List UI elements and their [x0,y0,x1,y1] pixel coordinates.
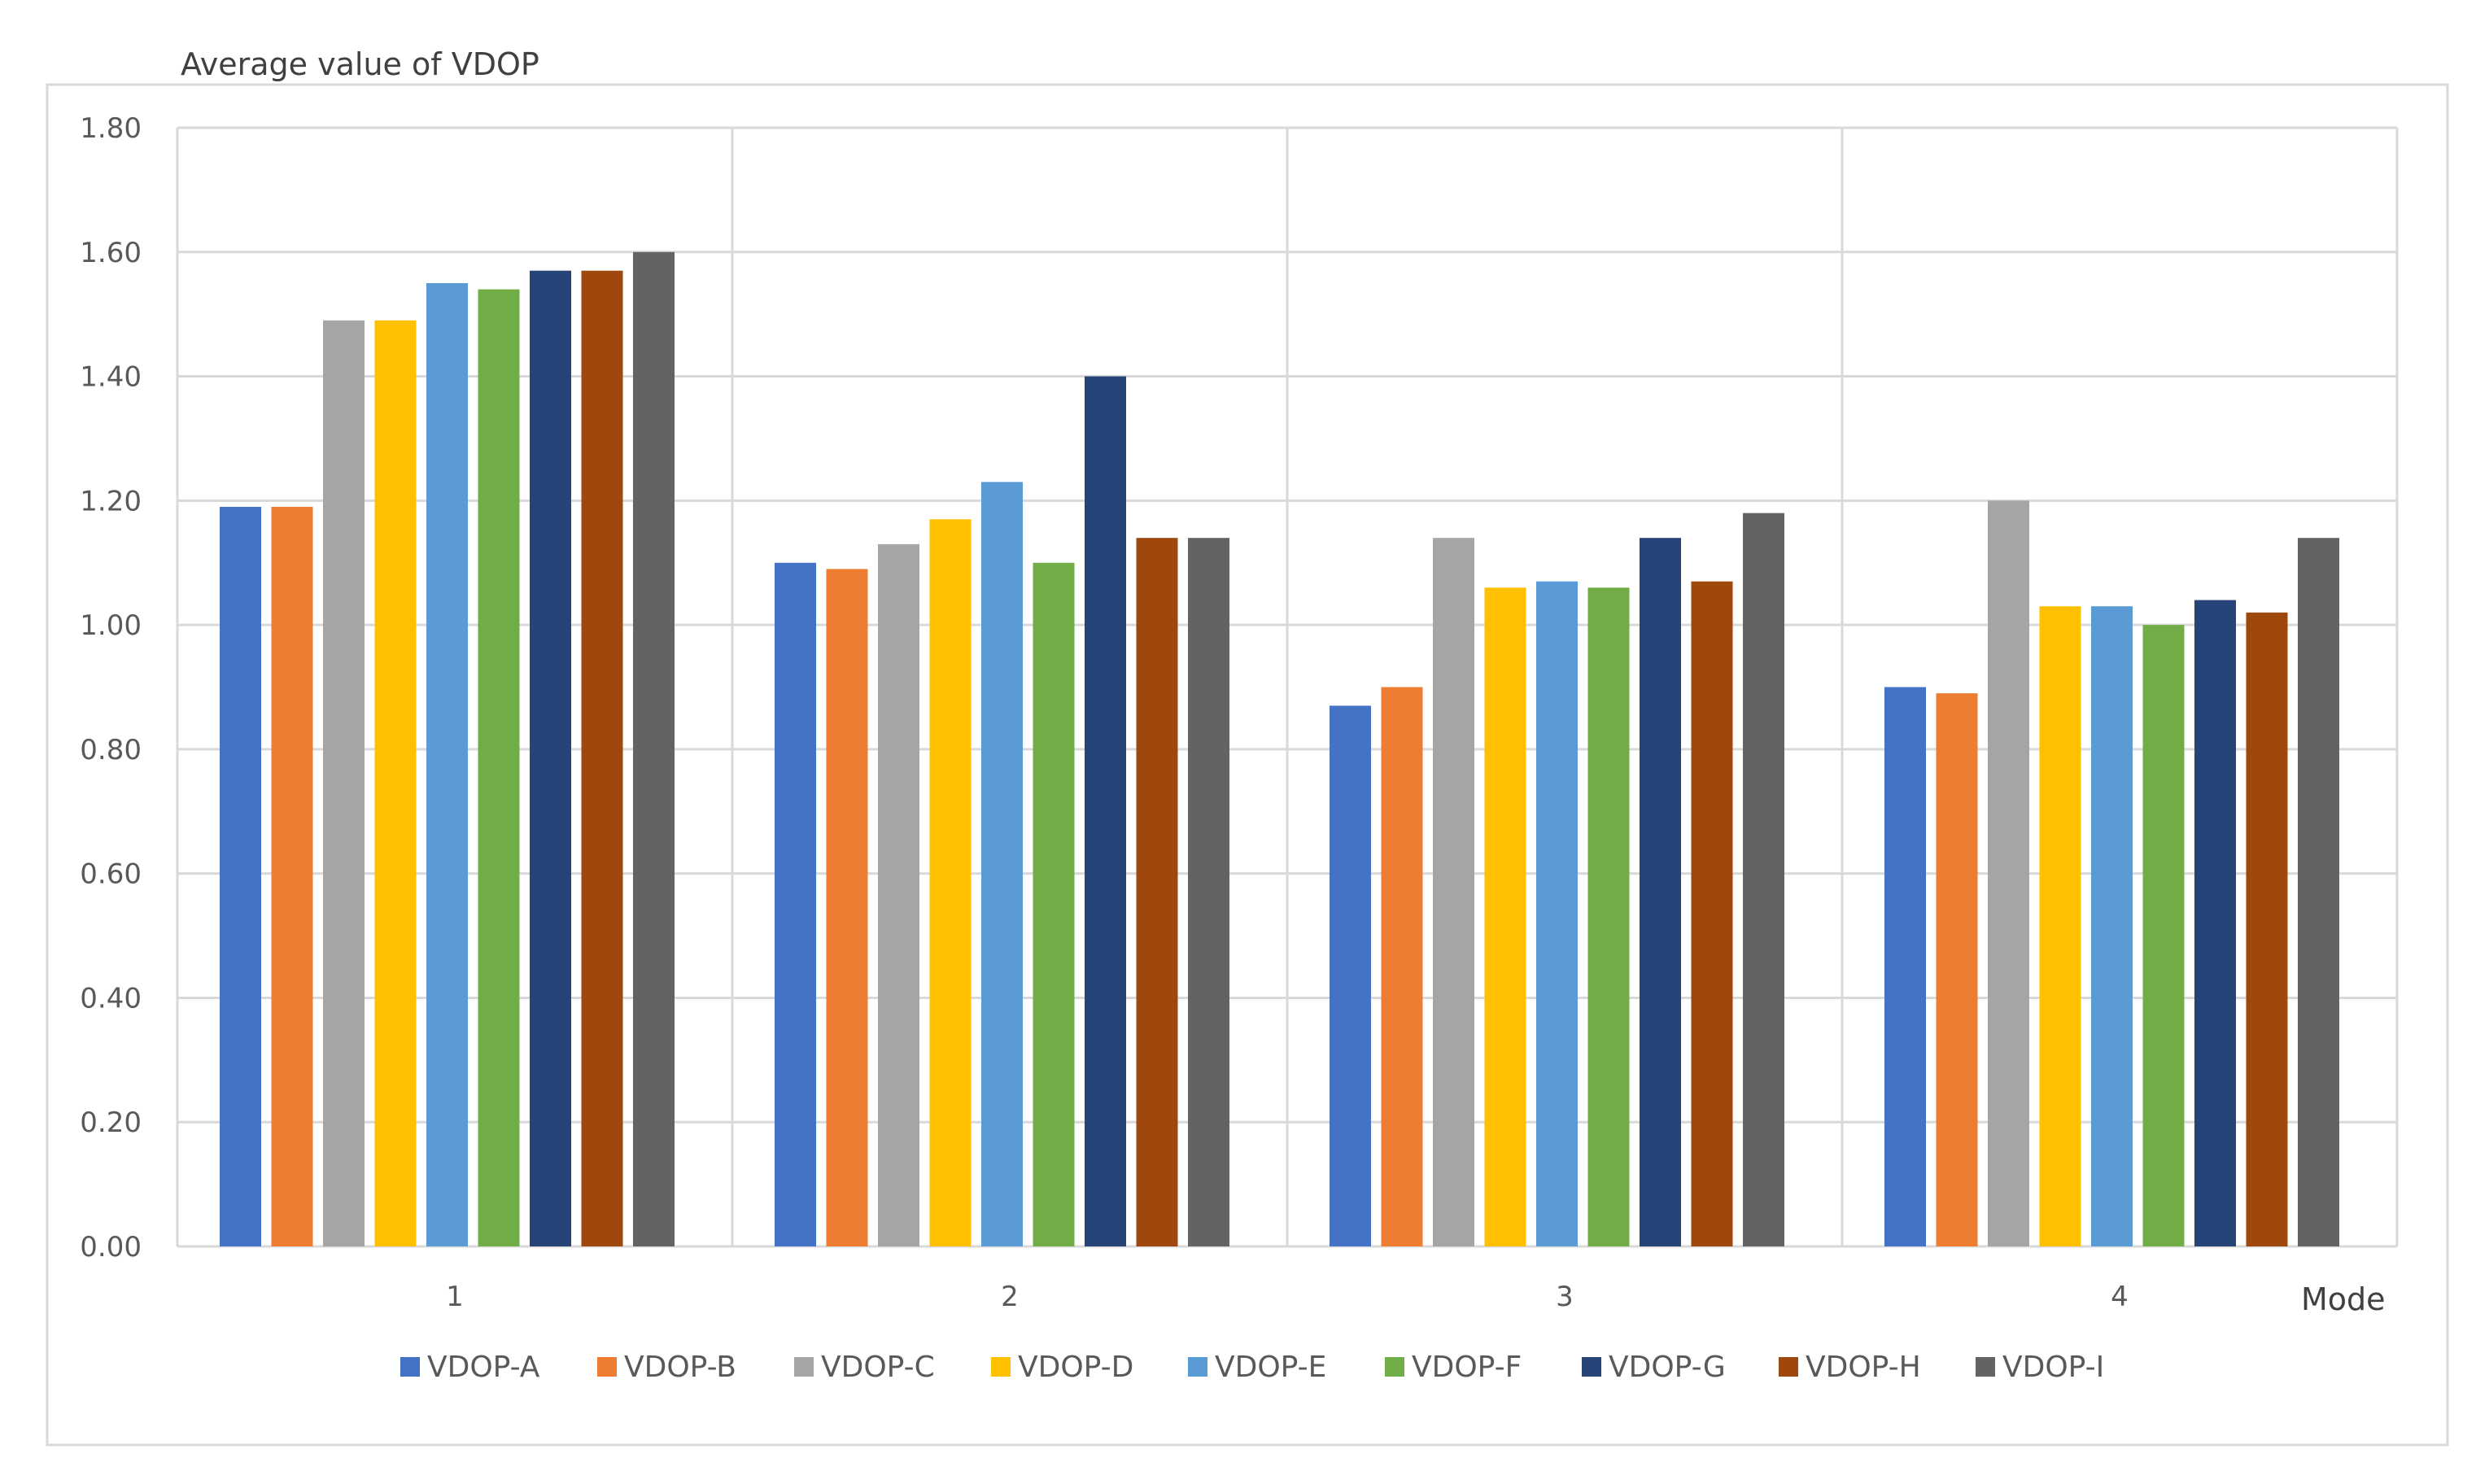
legend-label-vdop-d: VDOP-D [1018,1351,1133,1384]
y-tick-label: 1.60 [80,237,142,269]
y-tick-label: 0.20 [80,1106,142,1139]
bar-vdop-c-mode-2 [878,543,919,1246]
legend-swatch-vdop-c [794,1357,814,1377]
bar-vdop-e-mode-3 [1536,581,1578,1246]
bar-vdop-a-mode-4 [1884,687,1926,1246]
y-tick-label: 0.60 [80,858,142,891]
bar-vdop-i-mode-3 [1743,513,1784,1246]
bar-vdop-g-mode-3 [1640,538,1681,1246]
x-axis-title: Mode [2301,1281,2386,1317]
y-axis-ticks: 0.00 0.20 0.40 0.60 0.80 1.00 1.20 1.40 1.60 1.80 [80,112,142,1264]
legend-swatch-vdop-b [597,1357,617,1377]
legend-label-vdop-a: VDOP-A [427,1351,540,1384]
legend-swatch-vdop-a [400,1357,420,1377]
y-tick-label: 1.80 [80,112,142,145]
bar-vdop-e-mode-2 [981,482,1023,1246]
bar-vdop-d-mode-1 [374,320,417,1246]
bar-vdop-b-mode-3 [1381,687,1423,1246]
bar-vdop-d-mode-3 [1484,587,1526,1246]
legend-label-vdop-c: VDOP-C [821,1351,935,1384]
bar-vdop-g-mode-4 [2194,600,2236,1246]
y-tick-label: 1.00 [80,609,142,642]
bar-vdop-c-mode-3 [1433,538,1474,1246]
y-tick-label: 0.40 [80,982,142,1015]
bar-vdop-c-mode-4 [1988,500,2029,1246]
legend-swatch-vdop-g [1582,1357,1601,1377]
legend-swatch-vdop-e [1188,1357,1207,1377]
bar-vdop-b-mode-2 [826,569,868,1246]
bar-vdop-e-mode-4 [2091,606,2133,1246]
bar-vdop-h-mode-1 [581,270,623,1246]
legend-label-vdop-i: VDOP-I [2002,1351,2104,1384]
bar-vdop-d-mode-4 [2039,606,2081,1246]
bar-vdop-c-mode-1 [323,320,365,1246]
bar-vdop-f-mode-1 [478,289,520,1247]
bar-vdop-i-mode-1 [633,251,675,1246]
x-tick-label: 2 [1001,1281,1019,1313]
bar-vdop-a-mode-2 [775,562,816,1246]
x-tick-label: 1 [446,1281,464,1313]
legend: VDOP-A VDOP-B VDOP-C VDOP-D VDOP-E VDOP-F VDOP… [400,1351,2104,1384]
legend-label-vdop-f: VDOP-F [1412,1351,1522,1384]
bar-vdop-i-mode-4 [2298,538,2339,1246]
legend-swatch-vdop-f [1385,1357,1404,1377]
y-tick-label: 1.40 [80,361,142,394]
bars [220,251,2339,1247]
legend-label-vdop-g: VDOP-G [1609,1351,1726,1384]
bar-vdop-a-mode-1 [220,506,261,1246]
bar-vdop-h-mode-4 [2246,612,2288,1246]
legend-swatch-vdop-i [1976,1357,1995,1377]
bar-vdop-g-mode-2 [1085,376,1126,1246]
x-axis-ticks: 1 2 3 4 [446,1281,2129,1313]
x-tick-label: 4 [2111,1281,2129,1313]
bar-vdop-b-mode-1 [271,506,313,1246]
bar-vdop-i-mode-2 [1188,538,1229,1246]
bar-vdop-f-mode-3 [1587,587,1630,1246]
bar-vdop-b-mode-4 [1936,693,1978,1246]
bar-vdop-h-mode-3 [1691,581,1733,1246]
legend-swatch-vdop-h [1779,1357,1798,1377]
y-tick-label: 1.20 [80,485,142,517]
y-axis-title: Average value of VDOP [181,46,539,82]
bar-vdop-g-mode-1 [530,270,571,1246]
bar-vdop-h-mode-2 [1136,538,1178,1246]
bar-vdop-d-mode-2 [929,519,972,1246]
bar-vdop-a-mode-3 [1330,705,1371,1246]
legend-label-vdop-e: VDOP-E [1215,1351,1326,1384]
y-tick-label: 0.80 [80,734,142,766]
bar-vdop-e-mode-1 [426,282,468,1247]
legend-label-vdop-b: VDOP-B [624,1351,736,1384]
legend-label-vdop-h: VDOP-H [1806,1351,1921,1384]
bar-vdop-f-mode-2 [1033,562,1075,1246]
x-tick-label: 3 [1556,1281,1574,1313]
legend-swatch-vdop-d [991,1357,1011,1377]
bar-vdop-f-mode-4 [2142,625,2185,1246]
y-tick-label: 0.00 [80,1231,142,1264]
